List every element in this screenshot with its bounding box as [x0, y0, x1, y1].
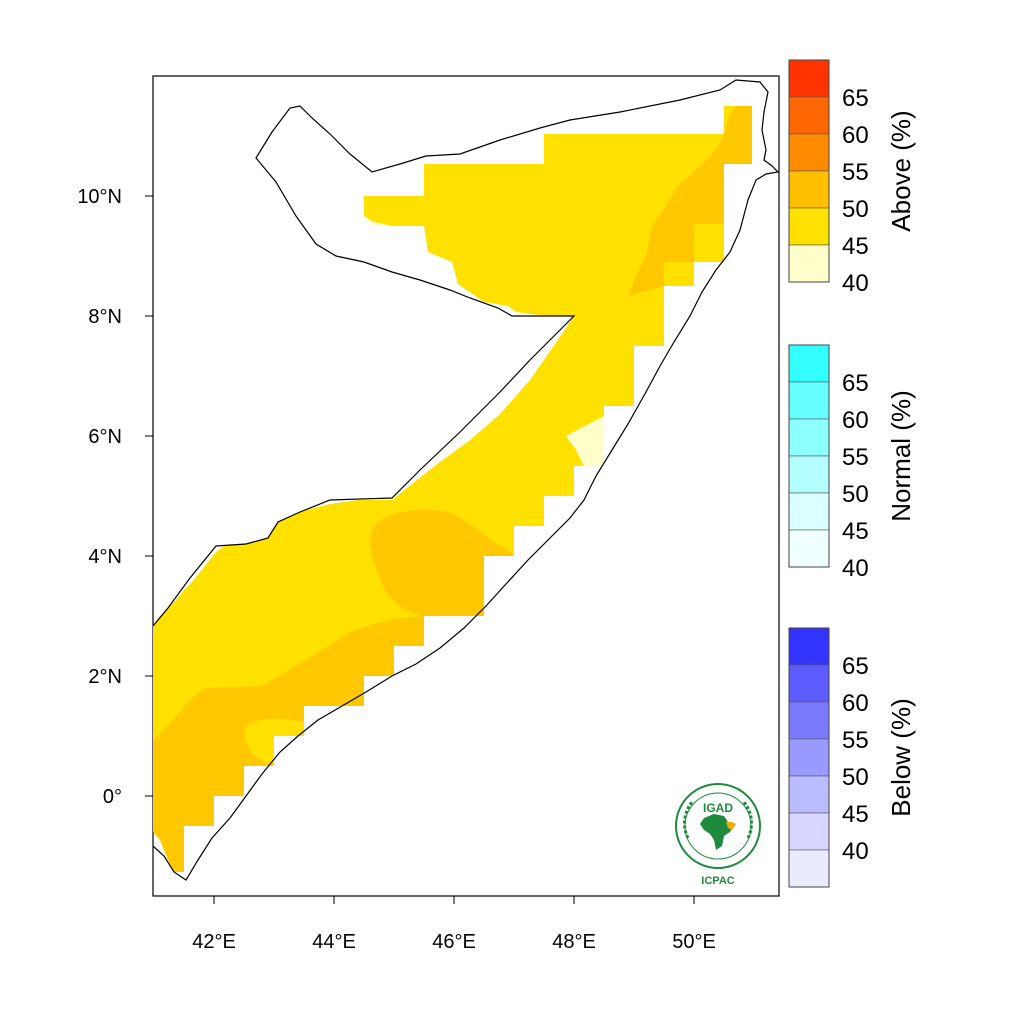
y-tick-label: 6°N [88, 426, 122, 448]
legend-tick-label: 65 [842, 370, 869, 397]
legend-swatch [788, 492, 830, 531]
legend-swatch [788, 59, 830, 98]
legend-swatch [788, 701, 830, 740]
legend-tick-label: 60 [842, 407, 869, 434]
legend-swatch [788, 133, 830, 172]
legend-title: Normal (%) [886, 390, 916, 521]
legend-swatch [788, 812, 830, 851]
x-tick-label: 46°E [432, 931, 476, 953]
x-tick-label: 42°E [192, 931, 236, 953]
x-axis: 42°E 44°E 46°E 48°E 50°E [192, 896, 716, 953]
legend-tick-label: 45 [842, 518, 869, 545]
x-tick-label: 50°E [672, 931, 716, 953]
legend-swatch [788, 207, 830, 246]
legend-swatch [788, 849, 830, 888]
legend-normal: 65 60 55 50 45 40 Normal (%) [788, 344, 916, 582]
somalia-border [152, 79, 780, 881]
legend-swatch [788, 664, 830, 703]
legend-swatch [788, 775, 830, 814]
legend-frame [788, 344, 830, 568]
x-tick-label: 48°E [552, 931, 596, 953]
legend-swatch [788, 96, 830, 135]
legend-frame [788, 627, 830, 888]
legend-tick-label: 65 [842, 85, 869, 112]
x-tick-label: 44°E [312, 931, 356, 953]
legend-swatch [788, 244, 830, 283]
y-axis: 10°N 8°N 6°N 4°N 2°N 0° [77, 186, 153, 808]
legend-tick-label: 60 [842, 690, 869, 717]
zone-above-45-central [370, 509, 514, 616]
legend-swatch [788, 418, 830, 457]
horn-of-africa-icon [726, 822, 736, 830]
logo-bottom-text: ICPAC [701, 875, 734, 887]
legend-tick-label: 55 [842, 444, 869, 471]
legend-tick-label: 50 [842, 764, 869, 791]
y-tick-label: 2°N [88, 666, 122, 688]
legend-tick-label: 65 [842, 653, 869, 680]
legend-tick-label: 45 [842, 801, 869, 828]
map-panel [152, 75, 780, 897]
legend-tick-label: 55 [842, 159, 869, 186]
legend-tick-label: 60 [842, 122, 869, 149]
legend-swatch [788, 627, 830, 666]
zone-above-35-patch [566, 416, 604, 466]
legend-swatch [788, 738, 830, 777]
legend-swatch [788, 455, 830, 494]
y-tick-label: 8°N [88, 306, 122, 328]
legend-title: Above (%) [886, 110, 916, 231]
legend-tick-label: 40 [842, 838, 869, 865]
legend-swatch [788, 381, 830, 420]
legend-tick-label: 40 [842, 270, 869, 297]
legend-frame [788, 59, 830, 283]
zone-above-45-northeast [628, 106, 752, 296]
legend-tick-label: 50 [842, 196, 869, 223]
legend-swatch [788, 344, 830, 383]
legend-swatch [788, 529, 830, 568]
legend-above: 65 60 55 50 45 40 Above (%) [788, 59, 916, 297]
legend-tick-label: 50 [842, 481, 869, 508]
legend-below: 65 60 55 50 45 40 Below (%) [788, 627, 916, 888]
zone-above-45-south [153, 616, 424, 872]
y-tick-label: 0° [103, 786, 122, 808]
logo-top-text: IGAD [703, 801, 733, 815]
y-tick-label: 10°N [77, 186, 122, 208]
legend-group: 65 60 55 50 45 40 Above (%) 65 60 55 50 45 40 Normal … [788, 59, 916, 888]
legend-title: Below (%) [886, 698, 916, 816]
legend-tick-label: 55 [842, 727, 869, 754]
y-tick-label: 4°N [88, 546, 122, 568]
icpac-logo: IGAD ICPAC [675, 783, 761, 887]
legend-tick-label: 45 [842, 233, 869, 260]
africa-map-icon [700, 814, 734, 850]
legend-swatch [788, 170, 830, 209]
legend-tick-label: 40 [842, 555, 869, 582]
zone-above-35-north [364, 216, 392, 226]
